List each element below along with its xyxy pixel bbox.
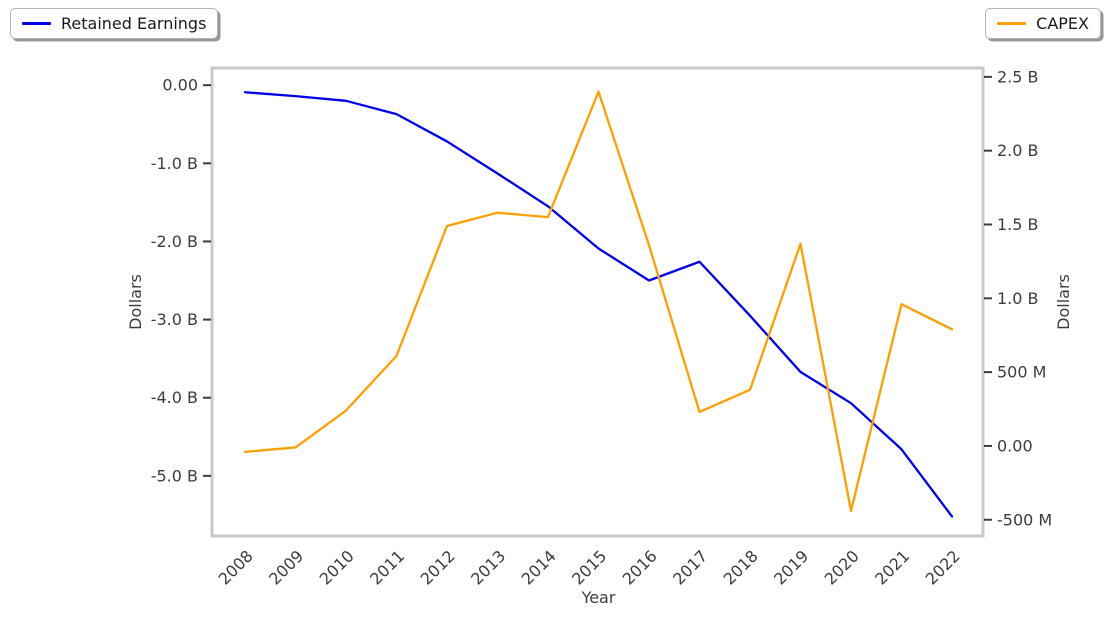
x-axis-tick-label: 2022 bbox=[922, 546, 964, 588]
legend-label-retained-earnings: Retained Earnings bbox=[61, 14, 207, 33]
legend-label-capex: CAPEX bbox=[1036, 14, 1089, 33]
right-axis-title: Dollars bbox=[1054, 274, 1073, 330]
right-axis-tick-label: 500 M bbox=[997, 363, 1046, 382]
x-axis-tick-label: 2014 bbox=[518, 546, 560, 588]
left-axis-title: Dollars bbox=[126, 274, 145, 330]
right-axis-tick-label: 2.0 B bbox=[997, 141, 1039, 160]
x-axis-tick-label: 2010 bbox=[316, 546, 358, 588]
x-axis-tick-label: 2016 bbox=[619, 546, 661, 588]
left-axis-tick-label: -5.0 B bbox=[151, 466, 198, 485]
x-axis-title: Year bbox=[581, 588, 616, 607]
right-axis-tick-label: -500 M bbox=[997, 510, 1052, 529]
right-axis-tick-label: 2.5 B bbox=[997, 67, 1039, 86]
left-axis-tick-label: -1.0 B bbox=[151, 154, 198, 173]
left-axis-tick-label: -4.0 B bbox=[151, 388, 198, 407]
line-capex bbox=[243, 90, 954, 513]
x-axis-tick-label: 2015 bbox=[568, 546, 610, 588]
x-axis-tick-label: 2019 bbox=[770, 546, 812, 588]
x-axis-tick-label: 2009 bbox=[265, 546, 307, 588]
legend-capex: CAPEX bbox=[985, 8, 1101, 39]
legend-line-sample-blue bbox=[22, 22, 51, 25]
legend-retained-earnings: Retained Earnings bbox=[10, 8, 219, 39]
x-axis-tick-label: 2018 bbox=[720, 546, 762, 588]
x-axis-tick-label: 2021 bbox=[871, 546, 913, 588]
left-axis-tick-label: -2.0 B bbox=[151, 232, 198, 251]
left-axis-tick-label: -3.0 B bbox=[151, 310, 198, 329]
x-axis-tick-label: 2008 bbox=[215, 546, 257, 588]
line-retained-earnings bbox=[243, 91, 954, 518]
left-axis-tick-label: 0.00 bbox=[162, 76, 198, 95]
x-axis-tick-label: 2020 bbox=[821, 546, 863, 588]
legend-line-sample-orange bbox=[997, 22, 1027, 25]
right-axis-tick-label: 1.0 B bbox=[997, 289, 1039, 308]
right-axis-tick-label: 0.00 bbox=[997, 436, 1033, 455]
right-axis-tick-label: 1.5 B bbox=[997, 215, 1039, 234]
x-axis-tick-label: 2013 bbox=[467, 546, 509, 588]
x-axis-tick-label: 2011 bbox=[366, 546, 408, 588]
x-axis-tick-label: 2017 bbox=[669, 546, 711, 588]
x-axis-tick-label: 2012 bbox=[417, 546, 459, 588]
plot-frame bbox=[210, 66, 985, 538]
